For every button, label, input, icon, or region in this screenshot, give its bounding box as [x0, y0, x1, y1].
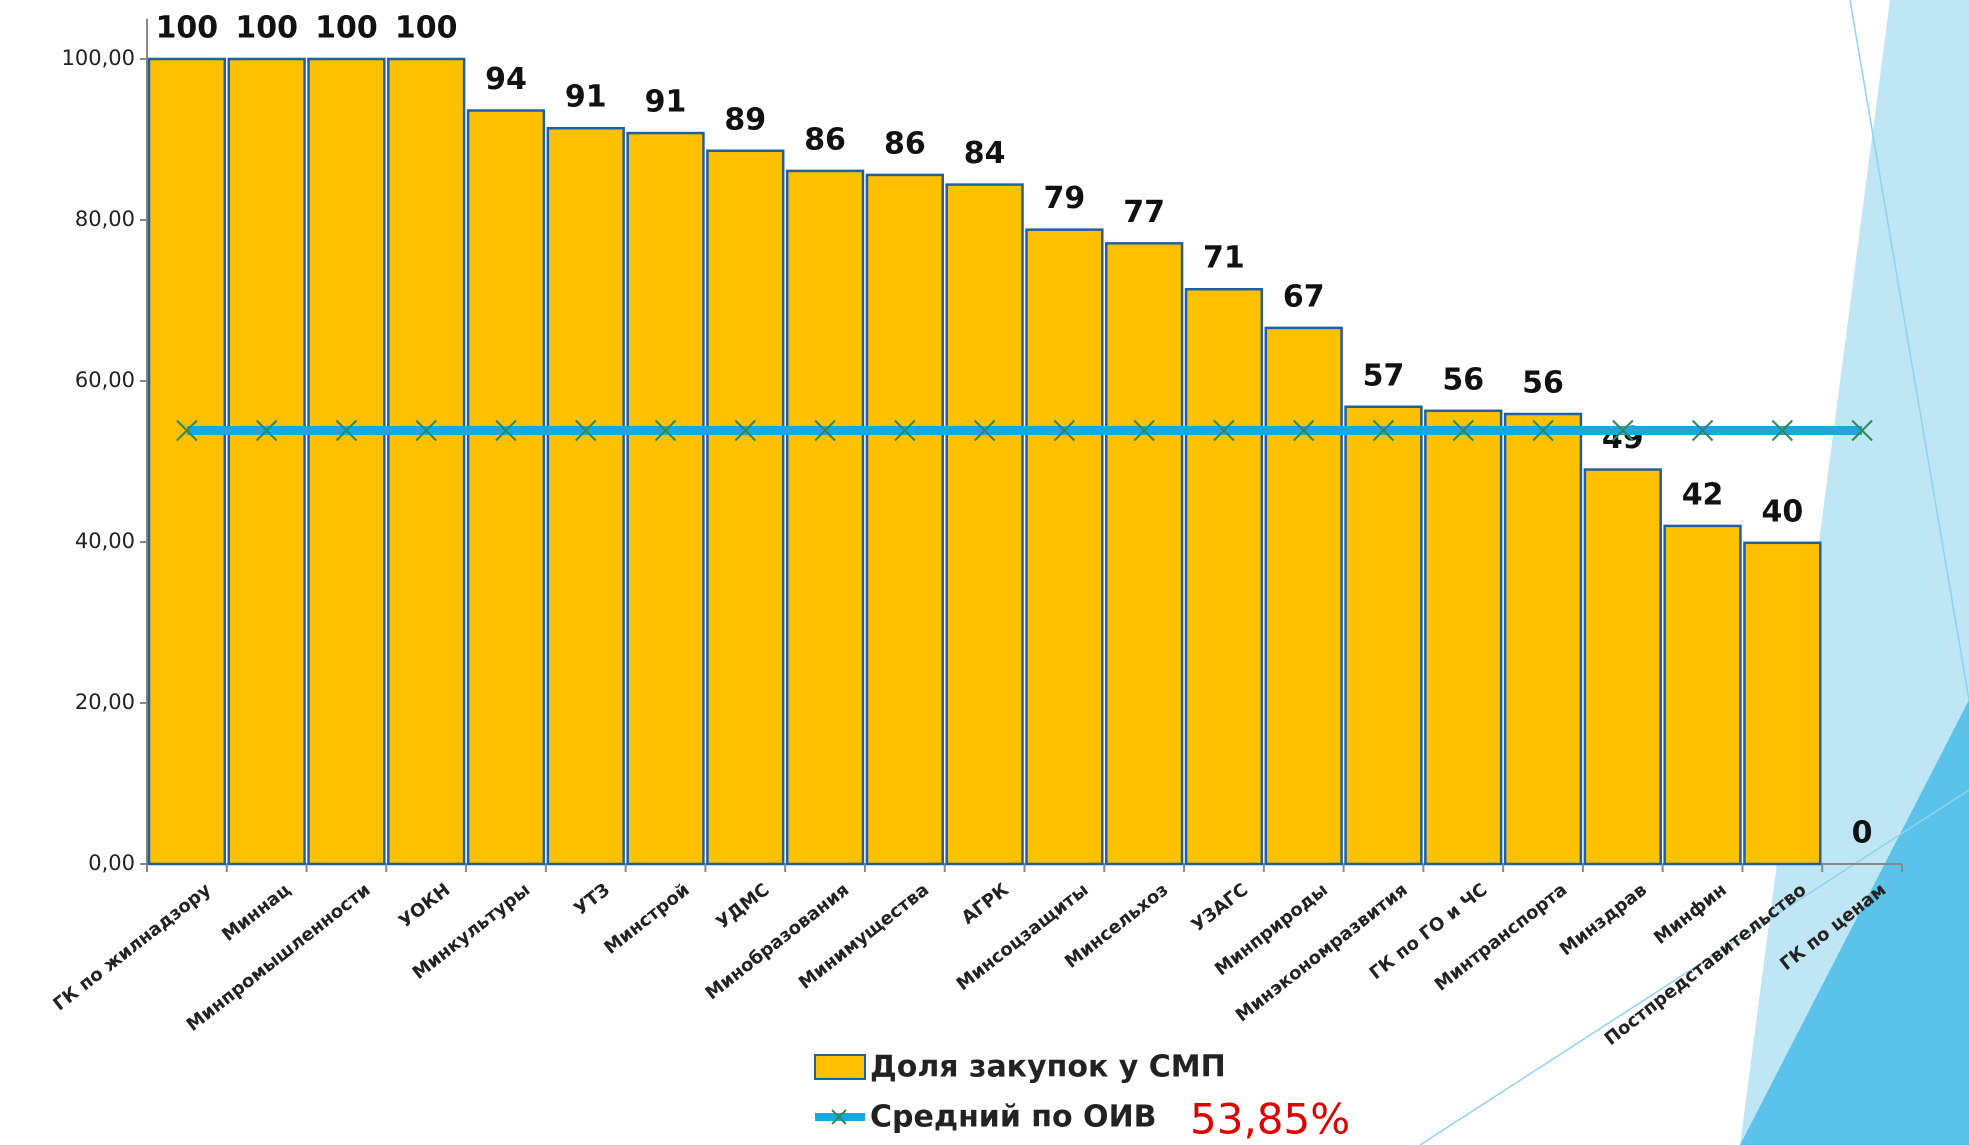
value-label: 84 — [964, 136, 1006, 171]
x-tick-label: УЗАГС — [1188, 879, 1252, 936]
x-tick-label: ГК по жилнадзору — [49, 879, 215, 1015]
legend: Доля закупок у СМП Средний по ОИВ 53,85% — [814, 1050, 1350, 1144]
line-marker — [814, 419, 836, 442]
value-label: 79 — [1044, 181, 1086, 216]
value-label: 89 — [724, 102, 766, 137]
line-marker — [1851, 419, 1873, 442]
line-marker — [1213, 419, 1235, 442]
y-tick-label: 0,00 — [88, 851, 135, 875]
legend-marker — [831, 1109, 847, 1125]
x-tick-label: УДМС — [712, 879, 773, 933]
x-tick-label: Минстрой — [600, 879, 693, 958]
value-label: 100 — [156, 11, 219, 46]
bar — [227, 57, 306, 866]
bar — [785, 169, 865, 866]
line-marker — [1452, 419, 1474, 442]
value-label: 91 — [565, 80, 607, 115]
bar — [1264, 326, 1343, 866]
line-marker — [335, 419, 358, 442]
value-label: 86 — [804, 122, 846, 157]
average-annotation: 53,85% — [1190, 1095, 1350, 1144]
bar — [865, 173, 944, 866]
line-marker — [973, 419, 996, 442]
value-label: 100 — [315, 11, 378, 46]
value-label: 94 — [485, 62, 527, 97]
bar — [466, 109, 546, 866]
value-label: 0 — [1852, 816, 1873, 851]
bar — [1025, 228, 1104, 866]
x-tick-label: Минфин — [1650, 879, 1731, 948]
legend-label: Средний по ОИВ — [870, 1100, 1157, 1135]
x-tick-label: АГРК — [958, 879, 1013, 929]
line-marker — [1053, 419, 1076, 442]
line-marker — [654, 419, 677, 442]
value-label: 57 — [1363, 358, 1405, 393]
line-marker — [255, 419, 278, 442]
value-label: 100 — [395, 11, 458, 46]
value-label: 71 — [1203, 241, 1245, 276]
y-tick-label: 60,00 — [75, 368, 135, 392]
bar — [1344, 405, 1423, 866]
x-tick-label: Миннац — [218, 879, 295, 945]
x-tick-label: Минздрав — [1556, 879, 1651, 960]
x-tick-label: Минимущества — [795, 879, 933, 993]
line-marker — [575, 419, 597, 442]
bar — [1743, 541, 1822, 866]
line-marker — [1292, 419, 1315, 442]
value-label: 56 — [1522, 366, 1564, 401]
bar — [945, 183, 1024, 866]
line-marker — [1532, 419, 1554, 442]
value-label: 56 — [1442, 362, 1484, 397]
x-tick-label: Минтранспорта — [1431, 879, 1571, 995]
bar — [626, 131, 705, 866]
x-tick-label: УТЗ — [570, 879, 614, 920]
x-tick-label: УОКН — [395, 879, 454, 932]
line-marker — [1691, 419, 1714, 442]
line-marker — [894, 419, 916, 442]
y-tick-label: 20,00 — [75, 690, 135, 714]
value-label: 67 — [1283, 279, 1325, 314]
bar — [1503, 412, 1583, 866]
line-marker — [1612, 419, 1634, 442]
line-marker — [734, 419, 757, 442]
bar — [1105, 242, 1184, 866]
legend-swatch — [814, 1054, 866, 1080]
bar — [1583, 468, 1662, 866]
bar — [1184, 287, 1264, 866]
line-marker — [415, 419, 437, 442]
bar — [1424, 409, 1503, 866]
bar — [307, 57, 386, 866]
value-label: 42 — [1682, 477, 1724, 512]
value-label: 40 — [1761, 494, 1803, 529]
line-marker — [176, 419, 198, 442]
line-marker — [1771, 419, 1794, 442]
value-label: 86 — [884, 126, 926, 161]
value-label: 91 — [645, 85, 687, 120]
bar — [147, 57, 227, 866]
bar — [706, 149, 785, 866]
y-tick-label: 40,00 — [75, 529, 135, 553]
line-marker — [1133, 419, 1155, 442]
line-marker — [1372, 419, 1395, 442]
bar — [1663, 524, 1742, 866]
value-label: 100 — [235, 11, 298, 46]
y-tick-label: 80,00 — [75, 207, 135, 231]
x-tick-label: Минсоцзащиты — [953, 879, 1093, 995]
legend-label: Доля закупок у СМП — [870, 1050, 1226, 1085]
x-tick-label: Минобразования — [702, 879, 854, 1004]
bar — [387, 57, 466, 866]
line-marker — [495, 419, 517, 442]
value-label: 77 — [1123, 195, 1165, 230]
y-tick-label: 100,00 — [62, 46, 135, 70]
bar — [546, 126, 625, 866]
